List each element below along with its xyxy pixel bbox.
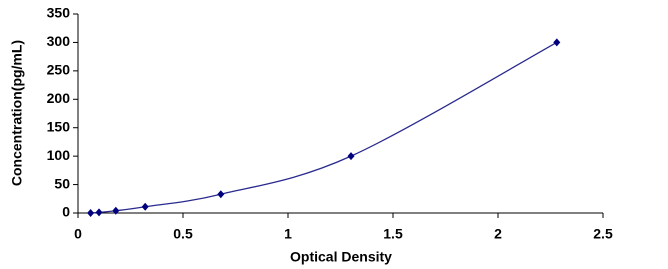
- x-tick-label: 1: [284, 226, 292, 242]
- x-axis-label: Optical Density: [290, 249, 392, 265]
- y-tick-label: 150: [47, 118, 71, 134]
- data-point: [553, 38, 561, 47]
- x-tick-label: 2: [494, 226, 502, 242]
- y-tick-label: 100: [47, 147, 71, 163]
- y-axis-label: Concentration(pg/mL): [9, 40, 25, 186]
- y-tick-label: 200: [47, 90, 71, 106]
- x-tick-label: 1.5: [383, 226, 403, 242]
- fit-curve: [90, 41, 558, 214]
- y-tick-label: 50: [54, 175, 70, 191]
- y-tick-label: 300: [47, 33, 71, 49]
- x-tick-label: 0.5: [173, 226, 193, 242]
- data-point: [141, 202, 149, 211]
- data-point: [347, 152, 355, 161]
- x-tick-label: 2.5: [593, 226, 613, 242]
- x-tick-label: 0: [74, 226, 82, 242]
- data-point: [87, 209, 95, 217]
- y-tick-label: 250: [47, 62, 71, 78]
- data-point: [217, 190, 225, 199]
- data-point: [112, 206, 120, 215]
- data-point: [95, 208, 103, 217]
- y-tick-label: 350: [47, 5, 71, 21]
- y-tick-label: 0: [62, 204, 70, 220]
